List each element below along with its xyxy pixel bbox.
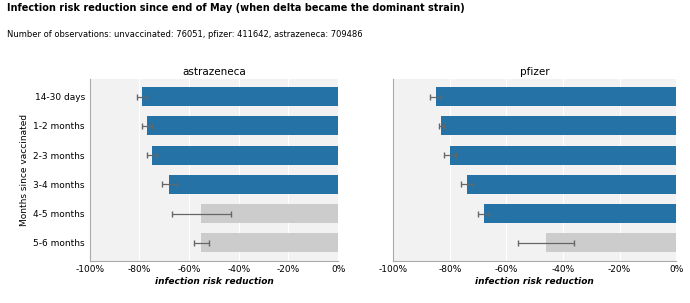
Bar <box>546 233 676 252</box>
Title: astrazeneca: astrazeneca <box>182 67 246 77</box>
Text: Number of observations: unvaccinated: 76051, pfizer: 411642, astrazeneca: 709486: Number of observations: unvaccinated: 76… <box>7 30 362 39</box>
Bar <box>169 175 338 194</box>
Title: pfizer: pfizer <box>520 67 549 77</box>
Bar <box>484 204 676 223</box>
Bar <box>450 145 676 165</box>
Y-axis label: Months since vaccinated: Months since vaccinated <box>20 114 29 226</box>
Bar <box>147 116 338 135</box>
Text: Infection risk reduction since end of May (when delta became the dominant strain: Infection risk reduction since end of Ma… <box>7 3 464 13</box>
Bar <box>201 233 338 252</box>
X-axis label: infection risk reduction: infection risk reduction <box>475 277 594 286</box>
Bar <box>442 116 676 135</box>
Bar <box>201 204 338 223</box>
Bar <box>436 87 676 106</box>
Bar <box>467 175 676 194</box>
Bar <box>142 87 338 106</box>
Bar <box>152 145 338 165</box>
X-axis label: infection risk reduction: infection risk reduction <box>155 277 273 286</box>
